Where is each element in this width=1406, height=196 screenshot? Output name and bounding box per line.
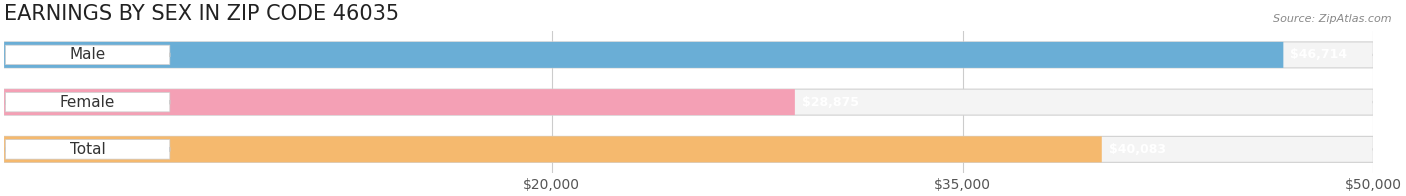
- FancyBboxPatch shape: [4, 136, 1374, 162]
- FancyBboxPatch shape: [4, 42, 1374, 68]
- FancyBboxPatch shape: [4, 136, 1102, 162]
- FancyBboxPatch shape: [4, 42, 1284, 68]
- Text: $40,083: $40,083: [1108, 143, 1166, 156]
- FancyBboxPatch shape: [6, 45, 170, 65]
- Text: Source: ZipAtlas.com: Source: ZipAtlas.com: [1274, 14, 1392, 24]
- Text: EARNINGS BY SEX IN ZIP CODE 46035: EARNINGS BY SEX IN ZIP CODE 46035: [4, 4, 399, 24]
- Text: $28,875: $28,875: [801, 96, 859, 109]
- FancyBboxPatch shape: [6, 140, 170, 159]
- Text: Male: Male: [69, 47, 105, 62]
- Text: $46,714: $46,714: [1291, 48, 1347, 61]
- Text: Total: Total: [70, 142, 105, 157]
- Text: Female: Female: [60, 95, 115, 110]
- FancyBboxPatch shape: [6, 92, 170, 112]
- FancyBboxPatch shape: [4, 89, 1374, 115]
- FancyBboxPatch shape: [4, 89, 794, 115]
